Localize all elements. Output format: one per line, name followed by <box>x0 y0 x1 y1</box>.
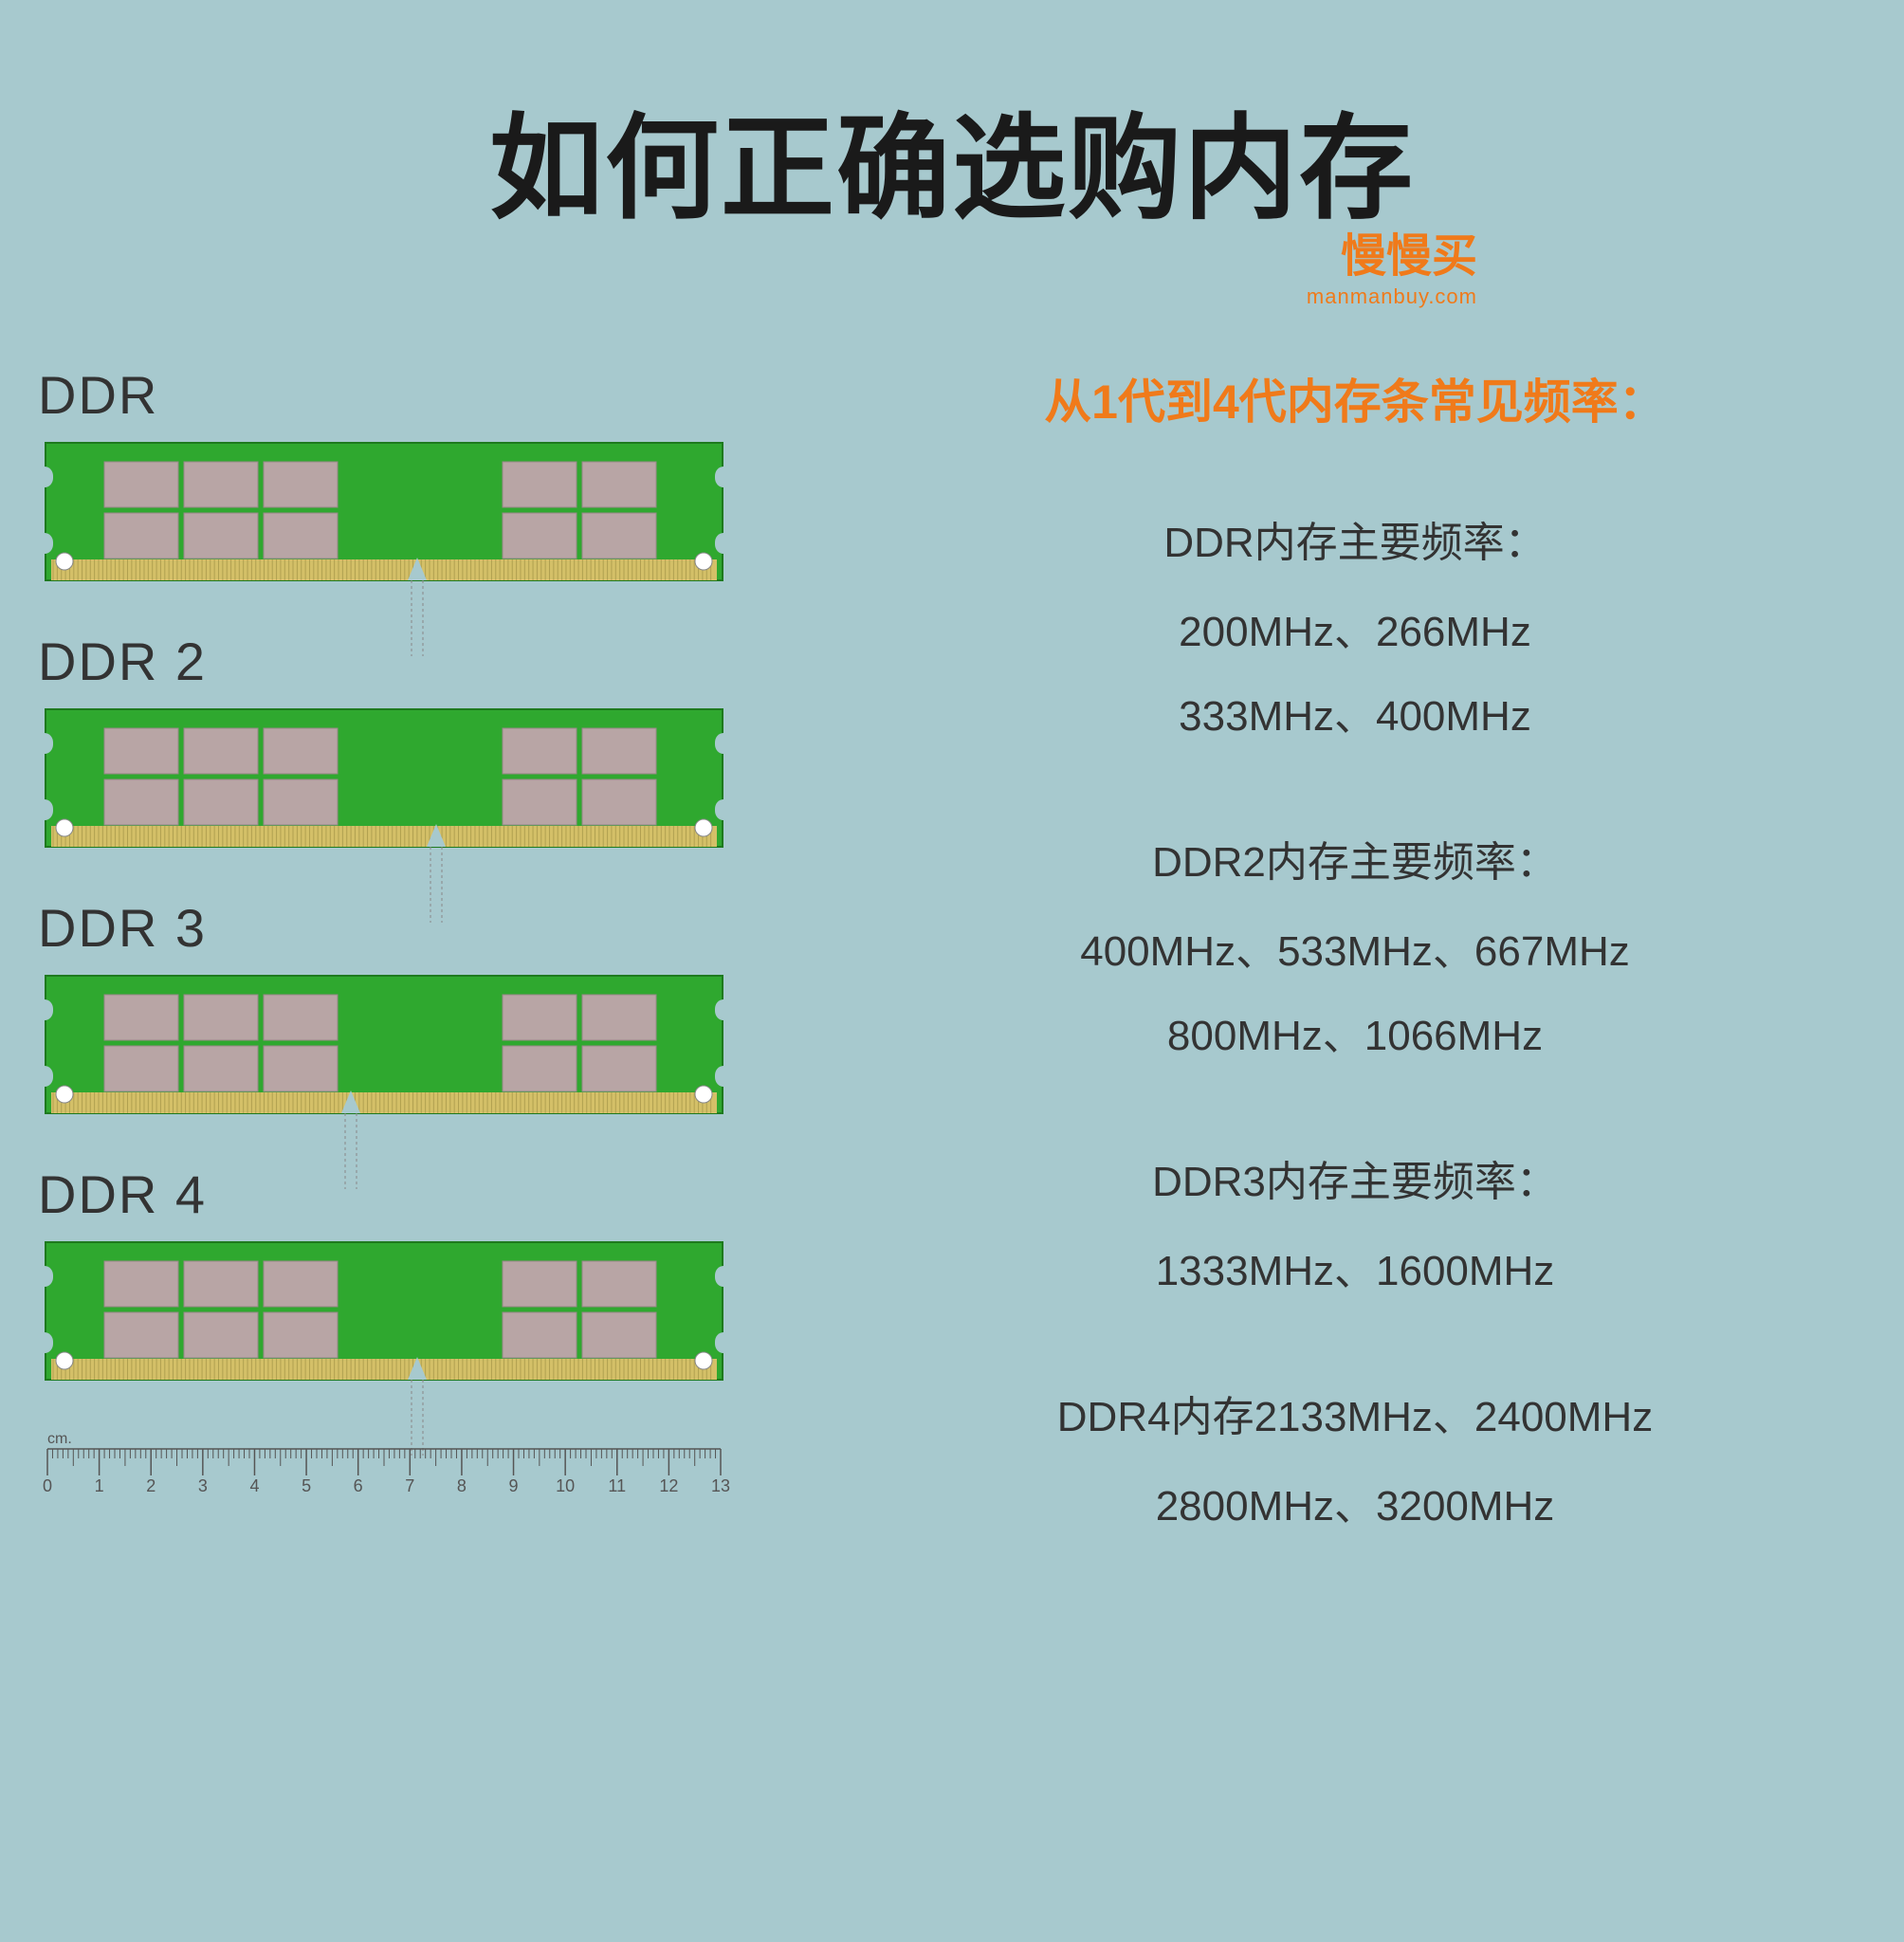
freq-section-3: DDR3内存主要频率： 1333MHz、1600MHz <box>853 1147 1857 1297</box>
frequency-column: 从1代到4代内存条常见频率： DDR内存主要频率： 200MHz、266MHz 33… <box>759 364 1857 1618</box>
ram-diagram-column: DDR DDR 2 DDR 3 DDR 4 cm. 01234567891011… <box>38 364 759 1618</box>
freq-line: 800MHz、1066MHz <box>853 1001 1857 1062</box>
ram-module-4: DDR 4 <box>38 1163 759 1403</box>
page-title: 如何正确选购内存 <box>0 0 1904 241</box>
freq-line: 333MHz、400MHz <box>853 682 1857 742</box>
freq-section-2: DDR2内存主要频率： 400MHz、533MHz、667MHz 800MHz、10… <box>853 828 1857 1062</box>
ram-label: DDR 3 <box>38 897 759 959</box>
ram-stick-icon <box>38 700 730 866</box>
freq-section-4: DDR4内存2133MHz、2400MHz 2800MHz、3200MHz <box>853 1383 1857 1532</box>
svg-text:5: 5 <box>302 1476 311 1495</box>
brand-en: manmanbuy.com <box>1307 284 1477 309</box>
content-row: DDR DDR 2 DDR 3 DDR 4 cm. 01234567891011… <box>0 241 1904 1618</box>
svg-text:8: 8 <box>457 1476 467 1495</box>
freq-section-1: DDR内存主要频率： 200MHz、266MHz 333MHz、400MHz <box>853 508 1857 742</box>
ruler: cm. 012345678910111213 <box>38 1430 759 1501</box>
freq-head: DDR4内存2133MHz、2400MHz <box>853 1383 1857 1443</box>
brand-cn: 慢慢买 <box>1307 218 1477 284</box>
ram-module-2: DDR 2 <box>38 631 759 870</box>
svg-text:cm.: cm. <box>47 1431 72 1447</box>
svg-text:3: 3 <box>198 1476 208 1495</box>
svg-text:2: 2 <box>146 1476 156 1495</box>
freq-head: DDR内存主要频率： <box>853 508 1857 569</box>
svg-text:4: 4 <box>249 1476 259 1495</box>
svg-text:0: 0 <box>43 1476 52 1495</box>
ram-label: DDR 2 <box>38 631 759 692</box>
svg-text:1: 1 <box>95 1476 104 1495</box>
svg-text:11: 11 <box>608 1476 626 1495</box>
freq-line: 200MHz、266MHz <box>853 597 1857 658</box>
freq-line: 2800MHz、3200MHz <box>853 1472 1857 1532</box>
freq-line: 400MHz、533MHz、667MHz <box>853 917 1857 978</box>
frequency-title: 从1代到4代内存条常见频率： <box>853 364 1857 432</box>
freq-head: DDR2内存主要频率： <box>853 828 1857 889</box>
ram-stick-icon <box>38 966 730 1132</box>
ram-label: DDR <box>38 364 759 426</box>
svg-text:13: 13 <box>711 1476 730 1495</box>
freq-head: DDR3内存主要频率： <box>853 1147 1857 1208</box>
ram-stick-icon <box>38 1233 730 1399</box>
brand-badge: 慢慢买 manmanbuy.com <box>1307 218 1477 309</box>
ram-module-3: DDR 3 <box>38 897 759 1137</box>
freq-line: 1333MHz、1600MHz <box>853 1237 1857 1297</box>
svg-text:12: 12 <box>659 1476 678 1495</box>
ruler-icon: cm. 012345678910111213 <box>38 1430 730 1496</box>
svg-text:6: 6 <box>354 1476 363 1495</box>
svg-text:10: 10 <box>556 1476 575 1495</box>
svg-text:9: 9 <box>509 1476 519 1495</box>
svg-text:7: 7 <box>405 1476 414 1495</box>
ram-label: DDR 4 <box>38 1163 759 1225</box>
ram-module-1: DDR <box>38 364 759 604</box>
ram-stick-icon <box>38 433 730 599</box>
